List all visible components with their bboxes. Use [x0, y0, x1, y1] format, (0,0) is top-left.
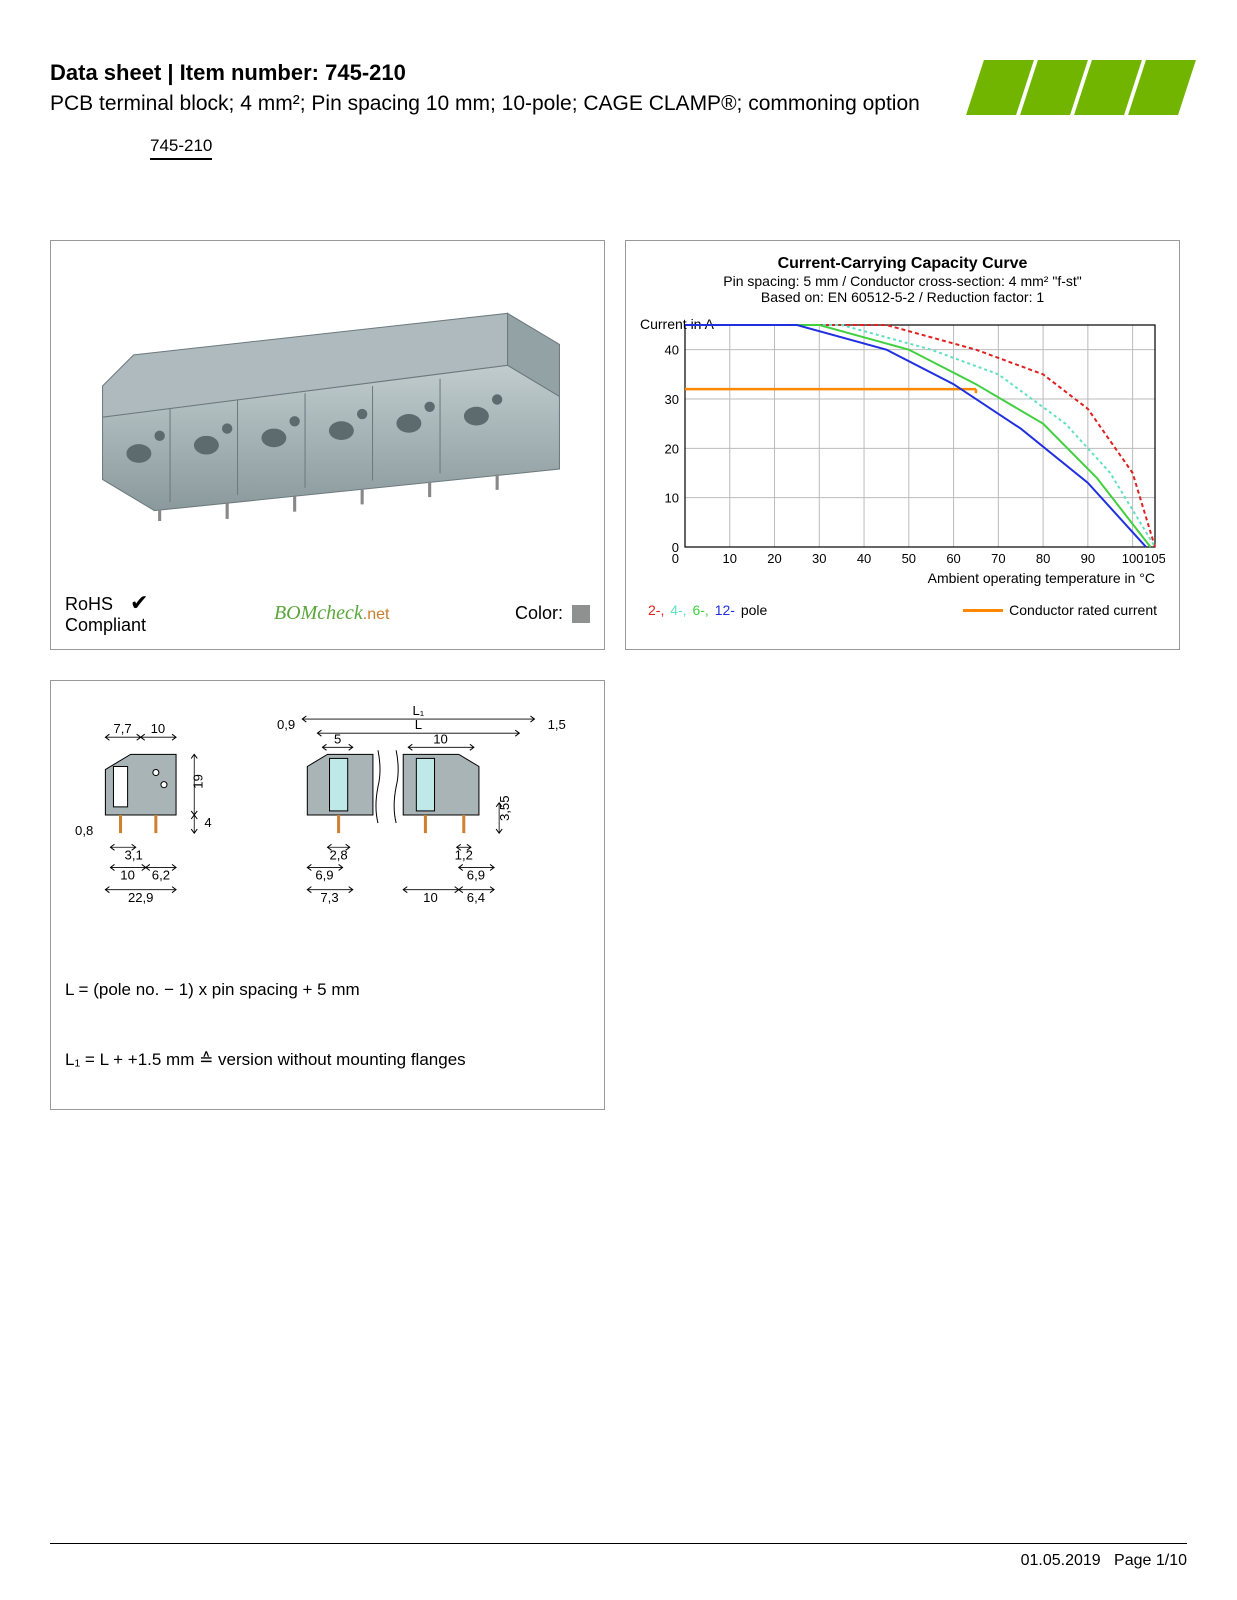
svg-text:4: 4: [204, 815, 211, 830]
svg-text:6,2: 6,2: [152, 868, 170, 883]
svg-text:6,9: 6,9: [467, 868, 485, 883]
color-label: Color:: [515, 603, 563, 623]
bomcheck-logo: BOMcheck.net: [274, 602, 390, 625]
svg-text:3,1: 3,1: [125, 848, 143, 863]
svg-text:2,8: 2,8: [329, 848, 347, 863]
svg-text:22,9: 22,9: [128, 890, 154, 905]
svg-text:10: 10: [723, 551, 737, 566]
legend-poles: 2-, 4-, 6-, 12- pole: [648, 602, 769, 618]
svg-text:Ambient operating temperature: Ambient operating temperature in °C: [928, 570, 1155, 586]
svg-text:1,5: 1,5: [548, 717, 566, 732]
legend-pole-item: 6-,: [692, 602, 712, 618]
svg-text:30: 30: [812, 551, 826, 566]
svg-text:6,9: 6,9: [315, 868, 333, 883]
svg-text:40: 40: [857, 551, 871, 566]
svg-text:6,4: 6,4: [467, 890, 485, 905]
chart-legend: 2-, 4-, 6-, 12- pole Conductor rated cur…: [640, 602, 1165, 618]
checkmark-icon: ✔: [130, 590, 148, 615]
svg-text:90: 90: [1081, 551, 1095, 566]
legend-rated-line-icon: [963, 609, 1003, 612]
svg-text:L₁: L₁: [413, 703, 425, 718]
page-header: Data sheet | Item number: 745-210 PCB te…: [50, 60, 1187, 160]
chart-panel: Current-Carrying Capacity Curve Pin spac…: [625, 240, 1180, 650]
subtitle: PCB terminal block; 4 mm²; Pin spacing 1…: [50, 90, 975, 118]
top-panels: RoHS ✔ Compliant BOMcheck.net Color: Cur…: [50, 240, 1187, 650]
chart-title: Current-Carrying Capacity Curve: [640, 255, 1165, 273]
svg-text:19: 19: [190, 774, 205, 789]
svg-text:40: 40: [665, 343, 679, 358]
svg-text:0,9: 0,9: [277, 717, 295, 732]
title-line: Data sheet | Item number: 745-210: [50, 60, 975, 86]
svg-text:10: 10: [120, 868, 135, 883]
svg-text:105: 105: [1144, 551, 1165, 566]
chart-sub2: Based on: EN 60512-5-2 / Reduction facto…: [640, 289, 1165, 305]
svg-text:50: 50: [902, 551, 916, 566]
svg-text:20: 20: [665, 442, 679, 457]
legend-pole-item: 4-,: [670, 602, 690, 618]
svg-text:80: 80: [1036, 551, 1050, 566]
compliant-label: Compliant: [65, 615, 146, 635]
formula-L1: L₁ = L + +1.5 mm ≙ version without mount…: [65, 1050, 590, 1070]
svg-text:70: 70: [991, 551, 1005, 566]
rohs-compliant: RoHS ✔ Compliant: [65, 591, 148, 635]
svg-text:10: 10: [433, 732, 448, 747]
drawing-panel: 7,7 10 19 4 0,8 3,1 10 6,2 22,9 L₁L 0,9 1,5 5 10 3,55 2…: [50, 680, 605, 1110]
svg-text:5: 5: [334, 732, 341, 747]
chart-svg: Current in A1020304050607080901001050102…: [640, 317, 1165, 587]
svg-text:3,55: 3,55: [497, 796, 512, 822]
chart-sub1: Pin spacing: 5 mm / Conductor cross-sect…: [640, 273, 1165, 289]
svg-text:1,2: 1,2: [455, 848, 473, 863]
svg-text:0,8: 0,8: [75, 823, 93, 838]
item-number: 745-210: [325, 60, 406, 85]
svg-text:7,3: 7,3: [320, 890, 338, 905]
svg-text:10: 10: [423, 890, 438, 905]
svg-text:30: 30: [665, 392, 679, 407]
rohs-label: RoHS: [65, 594, 113, 614]
chart-plot: Current in A1020304050607080901001050102…: [640, 317, 1165, 592]
product-render: [61, 251, 601, 521]
footer-page: Page 1/10: [1114, 1552, 1187, 1569]
header-text: Data sheet | Item number: 745-210 PCB te…: [50, 60, 975, 160]
footer-date: 01.05.2019: [1021, 1552, 1101, 1569]
legend-pole-suffix: pole: [737, 602, 767, 618]
formula-L: L = (pole no. − 1) x pin spacing + 5 mm: [65, 980, 590, 1000]
technical-drawing: 7,7 10 19 4 0,8 3,1 10 6,2 22,9 L₁L 0,9 1,5 5 10 3,55 2…: [65, 695, 590, 945]
legend-pole-item: 12-: [715, 602, 735, 618]
svg-text:10: 10: [665, 491, 679, 506]
wago-logo: [975, 60, 1187, 115]
bomcheck-text: BOMcheck: [274, 602, 363, 624]
svg-text:20: 20: [767, 551, 781, 566]
svg-text:60: 60: [946, 551, 960, 566]
legend-pole-item: 2-,: [648, 602, 668, 618]
svg-text:100: 100: [1122, 551, 1144, 566]
svg-text:7,7: 7,7: [113, 722, 131, 737]
page-footer: 01.05.2019 Page 1/10: [50, 1543, 1187, 1570]
svg-text:0: 0: [672, 551, 679, 566]
legend-rated: Conductor rated current: [963, 602, 1157, 618]
bomcheck-suffix: .net: [363, 606, 390, 623]
color-indicator: Color:: [515, 603, 590, 624]
color-swatch: [572, 605, 590, 623]
svg-text:10: 10: [151, 722, 166, 737]
title-prefix: Data sheet | Item number:: [50, 60, 325, 85]
compliance-row: RoHS ✔ Compliant BOMcheck.net Color:: [65, 591, 590, 635]
legend-rated-label: Conductor rated current: [1009, 602, 1157, 618]
part-number-link[interactable]: 745-210: [150, 136, 212, 160]
svg-text:L: L: [415, 717, 422, 732]
product-panel: RoHS ✔ Compliant BOMcheck.net Color:: [50, 240, 605, 650]
